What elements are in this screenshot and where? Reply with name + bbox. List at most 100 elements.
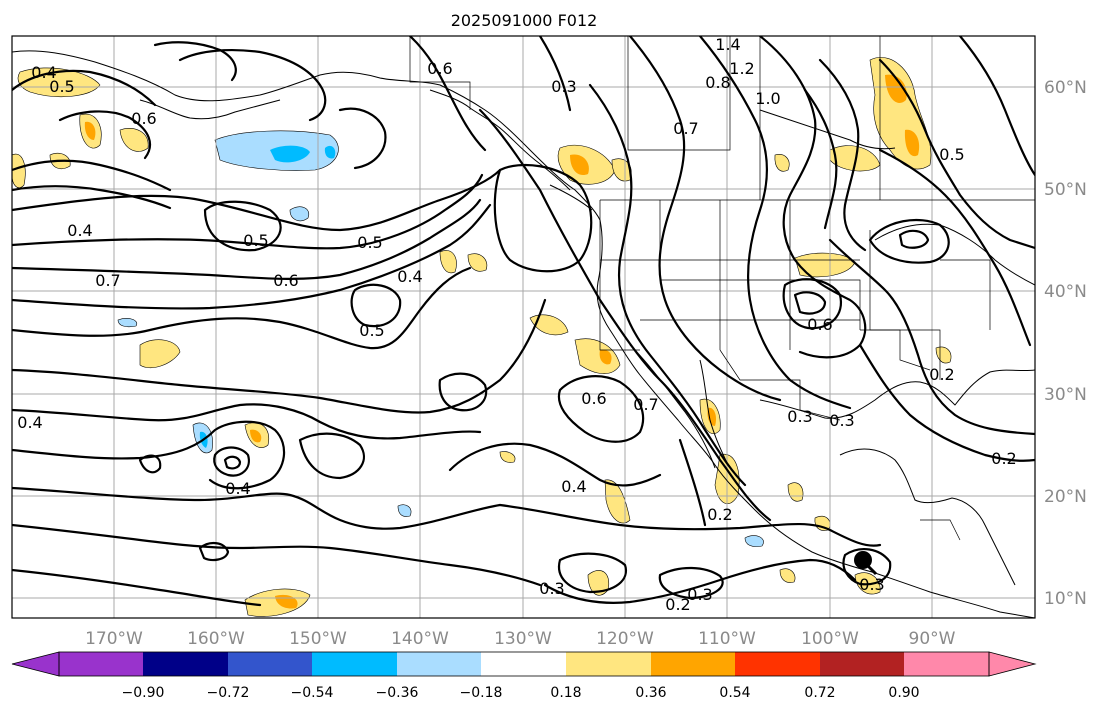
contour-label: 0.5 — [49, 77, 74, 96]
colorbar-tick: −0.18 — [460, 685, 503, 701]
positive-anomaly-patch — [12, 153, 26, 189]
colorbar-segment — [12, 652, 59, 676]
positive-anomaly-patch — [439, 250, 457, 274]
lon-label: 120°W — [596, 629, 654, 649]
colorbar-tick: −0.54 — [291, 685, 334, 701]
contour-label: 0.3 — [551, 77, 576, 96]
positive-anomaly-core — [707, 407, 717, 426]
contour-label: 0.2 — [929, 365, 954, 384]
contour-label: 0.3 — [829, 411, 854, 430]
positive-anomaly-patch — [779, 568, 796, 583]
contour-label: 1.4 — [715, 35, 740, 54]
contour-label: 0.5 — [939, 145, 964, 164]
lon-label: 160°W — [187, 629, 245, 649]
contour-label: 0.4 — [561, 477, 586, 496]
cyclone-marker — [854, 551, 878, 576]
positive-anomaly-patch — [139, 339, 181, 369]
negative-anomaly-patch — [289, 206, 310, 222]
positive-anomaly-patch — [467, 253, 488, 272]
contour-label: 0.5 — [359, 321, 384, 340]
colorbar-tick: 0.36 — [635, 685, 666, 701]
positive-anomaly-core — [904, 129, 920, 157]
lat-label: 10°N — [1044, 589, 1087, 609]
positive-anomaly-core — [250, 429, 262, 443]
colorbar-tick: 0.90 — [888, 685, 919, 701]
positive-anomaly-core — [885, 74, 907, 103]
positive-anomaly-patch — [529, 314, 569, 336]
positive-anomaly-core — [84, 121, 96, 140]
contour-label: 0.4 — [67, 221, 92, 240]
colorbar: −0.90 −0.72 −0.54 −0.36 −0.18 0.18 0.36 … — [11, 651, 1037, 701]
contour-label: 0.7 — [673, 119, 698, 138]
contour-label: 0.6 — [273, 271, 298, 290]
colorbar-tick: 0.54 — [719, 685, 750, 701]
contour-label: 0.7 — [95, 271, 120, 290]
contour-label: 0.4 — [397, 267, 422, 286]
lon-label: 90°W — [909, 629, 956, 649]
contour-label: 0.3 — [539, 579, 564, 598]
colorbar-segment — [481, 652, 566, 676]
colorbar-segment — [143, 652, 228, 676]
contour-label: 0.8 — [705, 73, 730, 92]
negative-anomaly-patch — [397, 504, 412, 517]
contour-label: 0.5 — [357, 233, 382, 252]
colorbar-segment — [651, 652, 735, 676]
contour-label: 0.4 — [17, 413, 42, 432]
contour-labels: 1.4 1.2 1.0 0.8 0.7 0.6 0.6 0.6 0.6 0.6 … — [17, 35, 1016, 614]
lat-label: 20°N — [1044, 487, 1087, 507]
contour-label: 0.4 — [31, 63, 56, 82]
contour-label: 0.3 — [859, 575, 884, 594]
colorbar-segment — [904, 652, 989, 676]
colorbar-segment — [989, 652, 1035, 676]
contour-label: 0.2 — [991, 449, 1016, 468]
lon-label: 150°W — [289, 629, 347, 649]
colorbar-segment — [566, 652, 651, 676]
colorbar-tick: 0.18 — [550, 685, 581, 701]
positive-anomaly-patch — [499, 451, 516, 463]
lat-label: 40°N — [1044, 282, 1087, 302]
map-panel: 1.4 1.2 1.0 0.8 0.7 0.6 0.6 0.6 0.6 0.6 … — [12, 35, 1035, 618]
lon-label: 130°W — [494, 629, 552, 649]
lat-label: 50°N — [1044, 180, 1087, 200]
colorbar-segment — [59, 652, 143, 676]
colorbar-tick: −0.36 — [376, 685, 419, 701]
colorbar-segment — [820, 652, 904, 676]
colorbar-segments — [12, 652, 1035, 676]
lat-label: 60°N — [1044, 78, 1087, 98]
graticule — [12, 36, 1035, 618]
positive-anomaly-core — [570, 154, 589, 176]
negative-anomaly-patch — [117, 318, 138, 328]
contour-lines — [12, 36, 1035, 607]
contour-label: 0.6 — [807, 315, 832, 334]
contour-label: 0.7 — [633, 395, 658, 414]
contour-label: 0.6 — [581, 389, 606, 408]
colorbar-max-extend — [988, 651, 1037, 677]
shading-patches — [12, 57, 952, 617]
colorbar-tick: −0.72 — [207, 685, 250, 701]
contour-label: 0.2 — [665, 595, 690, 614]
colorbar-segment — [735, 652, 820, 676]
positive-anomaly-patch — [244, 588, 311, 617]
colorbar-segment — [228, 652, 312, 676]
latitude-labels: 60°N 50°N 40°N 30°N 20°N 10°N — [1044, 78, 1087, 609]
contour-label: 1.2 — [729, 59, 754, 78]
colorbar-tick: 0.72 — [804, 685, 835, 701]
contour-label: 1.0 — [755, 89, 780, 108]
lon-label: 170°W — [85, 629, 143, 649]
positive-anomaly-patch — [787, 482, 804, 502]
lon-label: 140°W — [391, 629, 449, 649]
contour-label: 0.6 — [131, 109, 156, 128]
positive-anomaly-patch — [574, 338, 621, 374]
contour-label: 0.3 — [687, 585, 712, 604]
positive-anomaly-patch — [604, 479, 631, 524]
lon-label: 100°W — [801, 629, 859, 649]
figure-title: 2025091000 F012 — [451, 11, 598, 30]
longitude-labels: 170°W 160°W 150°W 140°W 130°W 120°W 110°… — [85, 629, 956, 649]
lon-label: 110°W — [698, 629, 756, 649]
contour-label: 0.4 — [225, 479, 250, 498]
colorbar-segment — [397, 652, 481, 676]
contour-label: 0.3 — [787, 407, 812, 426]
positive-anomaly-patch — [774, 154, 790, 172]
colorbar-segment — [312, 652, 397, 676]
